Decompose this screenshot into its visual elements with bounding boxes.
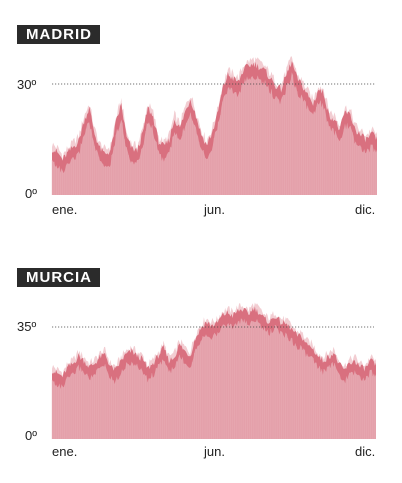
murcia-panel: MURCIA 35º 0º ene. jun. dic. [0,244,402,483]
x-tick-dic: dic. [355,202,375,217]
y-tick-top: 30º [17,77,36,92]
madrid-plot-area [51,56,377,196]
daily-strokes [51,318,376,439]
murcia-chart: 35º 0º ene. jun. dic. [17,302,376,459]
madrid-panel: MADRID 30º 0º ene. jun. dic. [0,0,402,240]
chart-title-madrid: MADRID [17,25,100,44]
chart-title-murcia: MURCIA [17,268,100,287]
x-tick-dic: dic. [355,444,375,459]
x-tick-jun: jun. [203,202,225,217]
x-tick-ene: ene. [52,202,77,217]
madrid-chart: 30º 0º ene. jun. dic. [17,56,377,217]
y-tick-top: 35º [17,319,36,334]
y-tick-zero: 0º [25,428,37,443]
x-tick-ene: ene. [52,444,77,459]
murcia-plot-area [51,302,376,439]
y-tick-zero: 0º [25,186,37,201]
x-tick-jun: jun. [203,444,225,459]
daily-strokes [51,74,377,195]
